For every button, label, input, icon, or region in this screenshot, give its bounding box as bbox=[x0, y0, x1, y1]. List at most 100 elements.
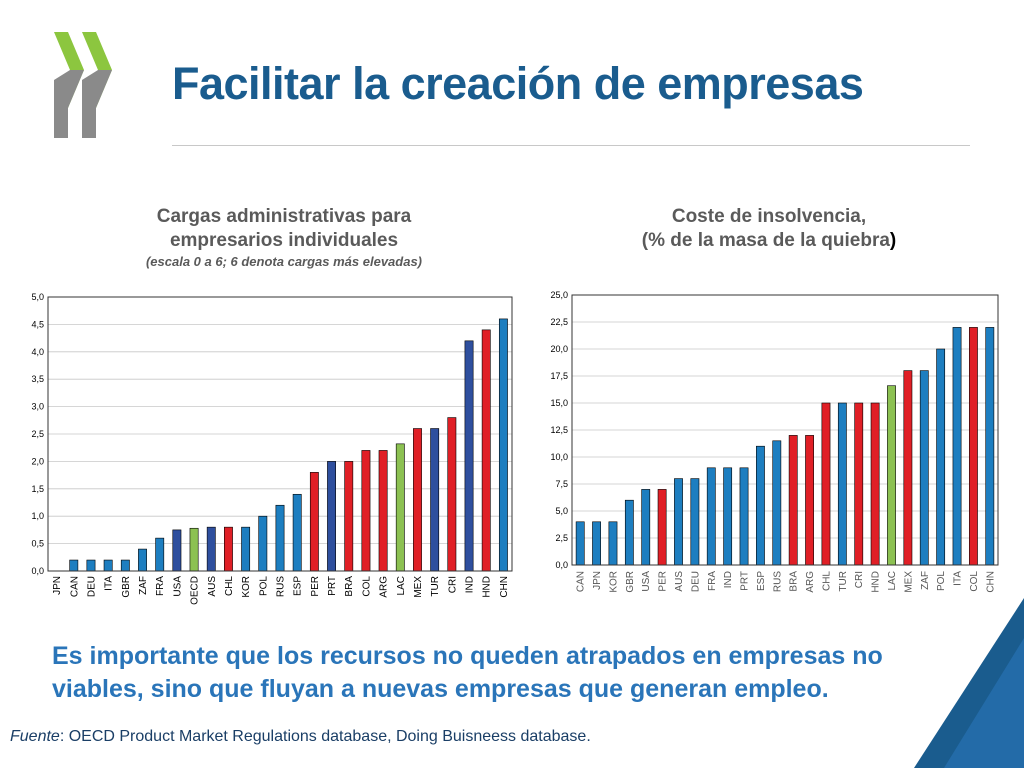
y-tick-label: 4,5 bbox=[31, 319, 44, 329]
y-tick-label: 2,5 bbox=[31, 429, 44, 439]
title-divider bbox=[172, 145, 970, 146]
source-note: Fuente: OECD Product Market Regulations … bbox=[10, 728, 591, 746]
y-tick-label: 17,5 bbox=[550, 371, 568, 381]
x-category-label: AUS bbox=[674, 571, 685, 592]
key-message: Es importante que los recursos no queden… bbox=[52, 642, 883, 703]
bar-aus bbox=[674, 478, 683, 566]
x-category-label: TUR bbox=[838, 571, 849, 592]
y-tick-label: 15,0 bbox=[550, 398, 568, 408]
x-category-label: CHL bbox=[821, 571, 832, 591]
y-tick-label: 0,0 bbox=[555, 560, 568, 570]
x-category-label: AUS bbox=[207, 576, 218, 597]
y-tick-label: 5,0 bbox=[555, 506, 568, 516]
x-category-label: ITA bbox=[953, 571, 964, 586]
y-tick-label: 20,0 bbox=[550, 344, 568, 354]
bar-arg bbox=[805, 435, 814, 566]
chart2-title-line2: (% de la masa de la quiebra bbox=[641, 230, 890, 251]
x-category-label: DEU bbox=[690, 571, 701, 592]
bar-pol bbox=[936, 348, 946, 566]
x-category-label: FRA bbox=[707, 571, 718, 591]
y-tick-label: 10,0 bbox=[550, 452, 568, 462]
chart2-title-line1: Coste de insolvencia, bbox=[671, 206, 867, 227]
x-category-label: ITA bbox=[104, 576, 115, 591]
plot-frame bbox=[47, 296, 513, 572]
x-category-label: TUR bbox=[430, 576, 441, 597]
y-tick-label: 0,5 bbox=[31, 539, 44, 549]
chart1-title-line2: empresarios individuales bbox=[169, 230, 399, 251]
bar-lac bbox=[887, 385, 896, 566]
x-category-label: CHN bbox=[985, 571, 996, 593]
x-category-label: ARG bbox=[379, 576, 390, 598]
y-tick-label: 25,0 bbox=[550, 290, 568, 300]
x-category-label: ZAF bbox=[138, 576, 149, 595]
x-category-label: RUS bbox=[276, 576, 287, 597]
bar-deu bbox=[690, 478, 700, 566]
chart2-title: Coste de insolvencia, (% de la masa de l… bbox=[574, 205, 964, 253]
bar-esp bbox=[756, 445, 765, 566]
x-category-label: CHL bbox=[224, 576, 235, 596]
y-tick-label: 1,5 bbox=[31, 484, 44, 494]
bar-col bbox=[969, 327, 978, 566]
bar-gbr bbox=[624, 499, 634, 566]
bar-chl bbox=[821, 402, 831, 566]
x-category-label: POL bbox=[258, 576, 269, 596]
x-category-label: BRA bbox=[344, 576, 355, 597]
corner-decoration bbox=[914, 598, 1024, 768]
y-tick-label: 3,0 bbox=[31, 402, 44, 412]
x-category-label: HND bbox=[871, 571, 882, 593]
x-category-label: KOR bbox=[608, 571, 619, 593]
bar-bra bbox=[788, 435, 798, 566]
x-category-label: ESP bbox=[756, 571, 767, 591]
bar-zaf bbox=[919, 370, 929, 566]
y-tick-label: 22,5 bbox=[550, 317, 568, 327]
x-category-label: CAN bbox=[576, 571, 587, 592]
bar-kor bbox=[608, 521, 618, 566]
oecd-logo bbox=[54, 32, 112, 138]
x-category-label: LAC bbox=[396, 576, 407, 595]
x-category-label: COL bbox=[969, 571, 980, 592]
bar-hnd bbox=[870, 402, 880, 566]
y-tick-label: 4,0 bbox=[31, 347, 44, 357]
bar-fra bbox=[706, 467, 716, 566]
y-tick-label: 5,0 bbox=[31, 292, 44, 302]
chart2-title-close: ) bbox=[889, 230, 897, 251]
y-tick-label: 12,5 bbox=[550, 425, 568, 435]
y-tick-label: 0,0 bbox=[31, 566, 44, 576]
x-category-label: BRA bbox=[789, 571, 800, 592]
page-title: Facilitar la creación de empresas bbox=[172, 58, 864, 109]
x-category-label: MEX bbox=[903, 571, 914, 593]
chart1-subtitle: (escala 0 a 6; 6 denota cargas más eleva… bbox=[145, 254, 423, 269]
bar-tur bbox=[837, 402, 847, 566]
x-category-label: CHN bbox=[499, 576, 510, 598]
x-category-label: OECD bbox=[190, 576, 201, 605]
source-label: Fuente bbox=[10, 728, 60, 745]
bar-usa bbox=[641, 489, 651, 566]
x-category-label: HND bbox=[482, 576, 493, 598]
x-category-label: CAN bbox=[69, 576, 80, 597]
x-category-label: PER bbox=[310, 576, 321, 597]
x-category-label: JPN bbox=[52, 576, 63, 595]
x-category-label: KOR bbox=[241, 576, 252, 598]
x-category-label: POL bbox=[936, 571, 947, 591]
y-tick-label: 1,0 bbox=[31, 511, 44, 521]
x-category-label: FRA bbox=[155, 576, 166, 596]
x-category-label: IND bbox=[465, 576, 476, 593]
chart1-title-line1: Cargas administrativas para bbox=[156, 206, 412, 227]
y-tick-label: 7,5 bbox=[555, 479, 568, 489]
x-category-label: ZAF bbox=[920, 571, 931, 590]
bar-ita bbox=[952, 327, 962, 566]
x-category-label: GBR bbox=[625, 571, 636, 593]
x-category-label: PRT bbox=[740, 571, 751, 591]
chart1-title: Cargas administrativas para empresarios … bbox=[84, 205, 484, 271]
x-category-label: GBR bbox=[121, 576, 132, 598]
x-category-label: IND bbox=[723, 571, 734, 588]
x-category-label: CRI bbox=[447, 576, 458, 593]
x-category-label: PER bbox=[658, 571, 669, 592]
x-category-label: RUS bbox=[772, 571, 783, 592]
bar-per bbox=[657, 489, 667, 566]
x-category-label: USA bbox=[172, 576, 183, 597]
x-category-label: COL bbox=[361, 576, 372, 597]
x-category-label: USA bbox=[641, 571, 652, 592]
